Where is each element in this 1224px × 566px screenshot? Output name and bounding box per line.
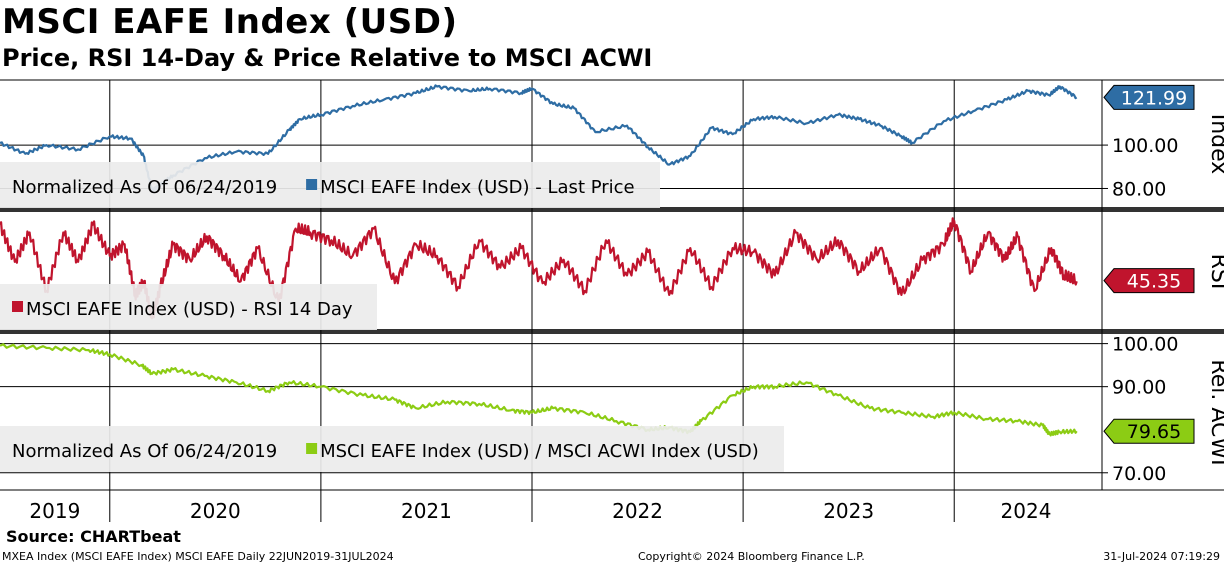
chart-subtitle: Price, RSI 14-Day & Price Relative to MS… bbox=[2, 44, 653, 72]
relative-series-line bbox=[0, 343, 1078, 437]
price-legend-label: MSCI EAFE Index (USD) - Last Price bbox=[320, 177, 635, 198]
relative-legend-swatch bbox=[306, 443, 318, 454]
relative-last-value-label: 79.65 bbox=[1127, 421, 1181, 443]
rsi-legend-swatch bbox=[12, 301, 23, 312]
x-tick-label: 2020 bbox=[190, 499, 241, 523]
price-last-value-tag bbox=[1103, 84, 1195, 110]
relative-axis-label: Rel. ACWI bbox=[1206, 359, 1224, 465]
price-legend-swatch bbox=[306, 179, 318, 190]
x-tick-label: 2024 bbox=[1001, 499, 1052, 523]
price-last-value-label: 121.99 bbox=[1121, 87, 1187, 109]
y-tick-label: 100.00 bbox=[1112, 334, 1178, 356]
y-tick-label: 90.00 bbox=[1112, 377, 1166, 399]
chart-title: MSCI EAFE Index (USD) bbox=[2, 2, 458, 42]
x-tick-label: 2021 bbox=[401, 499, 452, 523]
source-note: Source: CHARTbeat bbox=[6, 527, 181, 546]
price-legend-prefix: Normalized As Of 06/24/2019 bbox=[12, 177, 277, 198]
price-axis-label: Index bbox=[1206, 114, 1224, 175]
relative-last-value-tag bbox=[1103, 418, 1195, 444]
relative-legend-box bbox=[0, 426, 784, 472]
footer-copyright: Copyright© 2024 Bloomberg Finance L.P. bbox=[638, 550, 865, 563]
rsi-legend-box bbox=[0, 284, 377, 330]
footer-security-info: MXEA Index (MSCI EAFE Index) MSCI EAFE D… bbox=[2, 550, 394, 563]
panel-separator bbox=[0, 207, 1224, 212]
x-tick-label: 2019 bbox=[29, 499, 80, 523]
x-tick-label: 2022 bbox=[612, 499, 663, 523]
x-tick-label: 2023 bbox=[823, 499, 874, 523]
rsi-last-value-tag bbox=[1103, 268, 1195, 294]
y-tick-label: 70.00 bbox=[1112, 463, 1166, 485]
rsi-last-value-label: 45.35 bbox=[1127, 271, 1181, 293]
relative-legend-prefix: Normalized As Of 06/24/2019 bbox=[12, 441, 277, 462]
footer-timestamp: 31-Jul-2024 07:19:29 bbox=[1103, 550, 1220, 563]
relative-legend-label: MSCI EAFE Index (USD) / MSCI ACWI Index … bbox=[320, 441, 759, 462]
rsi-axis-label: RSI bbox=[1206, 254, 1224, 290]
rsi-legend-label: MSCI EAFE Index (USD) - RSI 14 Day bbox=[26, 299, 353, 320]
price-legend-box bbox=[0, 162, 660, 208]
panel-separator bbox=[0, 329, 1224, 334]
y-tick-label: 80.00 bbox=[1112, 178, 1166, 200]
y-tick-label: 100.00 bbox=[1112, 135, 1178, 157]
rsi-series-line bbox=[0, 217, 1078, 320]
